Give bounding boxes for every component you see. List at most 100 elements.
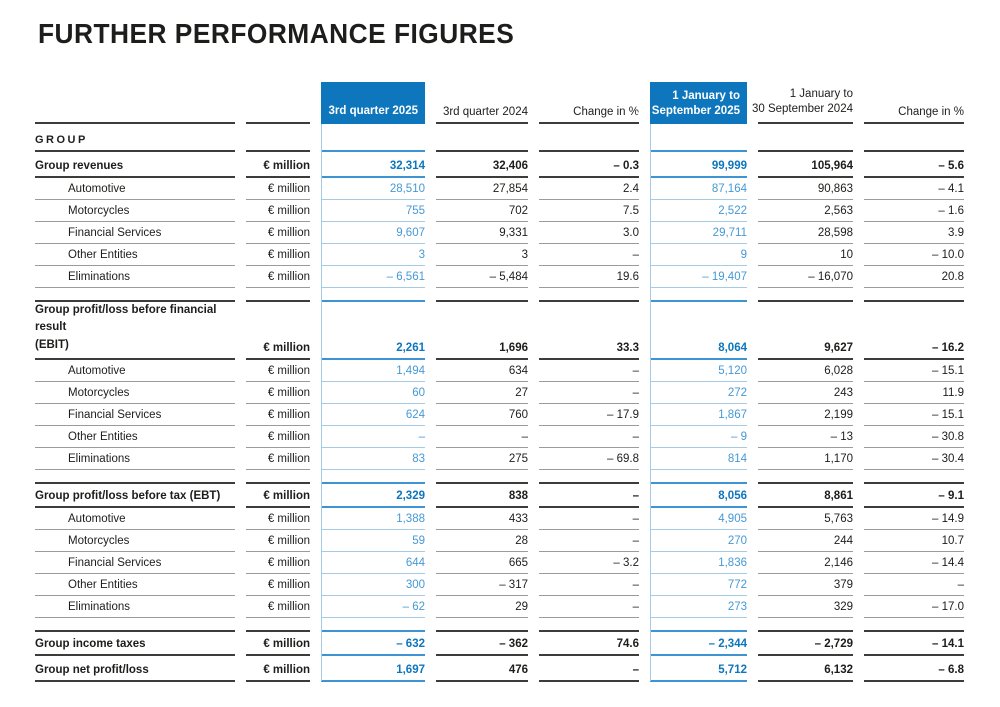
cell-value: – 16.2: [864, 300, 964, 360]
row-label: Other Entities: [35, 244, 235, 266]
header-change-q3: Change in %: [539, 82, 639, 124]
cell-value: – 14.1: [864, 629, 964, 656]
cell-value: – 6.8: [864, 656, 964, 682]
cell-value: 243: [758, 382, 853, 404]
cell-value: – 2,344: [650, 629, 747, 656]
highlight-column-divider-ytd: [650, 124, 651, 681]
row-unit: € million: [246, 530, 310, 552]
cell-value: 772: [650, 574, 747, 596]
cell-value: 60: [321, 382, 425, 404]
highlight-column-divider-q3: [321, 124, 322, 681]
cell-value: – 13: [758, 426, 853, 448]
cell-value: 755: [321, 200, 425, 222]
row-label: Financial Services: [35, 552, 235, 574]
cell-value: 7.5: [539, 200, 639, 222]
cell-value: – 2,729: [758, 629, 853, 656]
row-label: Automotive: [35, 508, 235, 530]
row-label: Eliminations: [35, 266, 235, 288]
header-q3-2024: 3rd quarter 2024: [436, 82, 528, 124]
row-label: Other Entities: [35, 574, 235, 596]
cell-value: 702: [436, 200, 528, 222]
cell-value: 29,711: [650, 222, 747, 244]
cell-value: 2,146: [758, 552, 853, 574]
cell-value: – 16,070: [758, 266, 853, 288]
cell-value: 83: [321, 448, 425, 470]
cell-value: –: [539, 360, 639, 382]
cell-value: – 317: [436, 574, 528, 596]
cell-value: 4,905: [650, 508, 747, 530]
row-unit: € million: [246, 508, 310, 530]
cell-value: 105,964: [758, 152, 853, 178]
cell-value: – 9: [650, 426, 747, 448]
row-unit: € million: [246, 222, 310, 244]
cell-value: 634: [436, 360, 528, 382]
cell-value: –: [539, 426, 639, 448]
cell-value: 59: [321, 530, 425, 552]
cell-value: 1,697: [321, 656, 425, 682]
cell-value: –: [539, 481, 639, 508]
header-ytd-2025: 1 January to 30 September 2025: [636, 82, 747, 124]
row-unit: € million: [246, 552, 310, 574]
cell-value: –: [539, 508, 639, 530]
cell-value: 2,522: [650, 200, 747, 222]
cell-value: 644: [321, 552, 425, 574]
cell-value: – 632: [321, 629, 425, 656]
cell-value: 10: [758, 244, 853, 266]
cell-value: – 15.1: [864, 360, 964, 382]
performance-table: 3rd quarter 2025 3rd quarter 2024 Change…: [35, 82, 964, 682]
cell-value: 3: [321, 244, 425, 266]
header-change-ytd: Change in %: [864, 82, 964, 124]
cell-value: – 5,484: [436, 266, 528, 288]
cell-value: 1,836: [650, 552, 747, 574]
cell-value: – 30.4: [864, 448, 964, 470]
cell-value: –: [321, 426, 425, 448]
row-label: Group profit/loss before financial resul…: [35, 300, 235, 360]
row-label: Other Entities: [35, 426, 235, 448]
cell-value: 8,861: [758, 481, 853, 508]
row-label: Group net profit/loss: [35, 656, 235, 682]
row-unit: € million: [246, 448, 310, 470]
section-spacer: [35, 618, 964, 630]
row-label: Eliminations: [35, 596, 235, 618]
cell-value: 2,563: [758, 200, 853, 222]
row-unit: € million: [246, 244, 310, 266]
cell-value: 99,999: [650, 152, 747, 178]
cell-value: 5,712: [650, 656, 747, 682]
cell-value: – 6,561: [321, 266, 425, 288]
cell-value: – 10.0: [864, 244, 964, 266]
cell-value: 329: [758, 596, 853, 618]
cell-value: 1,696: [436, 300, 528, 360]
cell-value: 90,863: [758, 178, 853, 200]
header-ytd-2024: 1 January to 30 September 2024: [752, 82, 853, 124]
row-unit: € million: [246, 382, 310, 404]
cell-value: 1,388: [321, 508, 425, 530]
cell-value: 2,329: [321, 481, 425, 508]
cell-value: – 14.9: [864, 508, 964, 530]
cell-value: 20.8: [864, 266, 964, 288]
row-unit: € million: [246, 656, 310, 682]
cell-value: –: [539, 596, 639, 618]
cell-value: – 19,407: [650, 266, 747, 288]
cell-value: 3: [436, 244, 528, 266]
row-label: Automotive: [35, 178, 235, 200]
cell-value: 1,494: [321, 360, 425, 382]
row-unit: € million: [246, 300, 310, 360]
cell-value: –: [539, 656, 639, 682]
cell-value: – 17.0: [864, 596, 964, 618]
cell-value: 28,598: [758, 222, 853, 244]
row-label: Financial Services: [35, 222, 235, 244]
cell-value: 665: [436, 552, 528, 574]
row-label: Motorcycles: [35, 382, 235, 404]
cell-value: –: [539, 574, 639, 596]
cell-value: 9,331: [436, 222, 528, 244]
cell-value: 9,607: [321, 222, 425, 244]
cell-value: 275: [436, 448, 528, 470]
cell-value: 624: [321, 404, 425, 426]
cell-value: 1,170: [758, 448, 853, 470]
row-unit: € million: [246, 629, 310, 656]
row-unit: € million: [246, 200, 310, 222]
cell-value: 3.0: [539, 222, 639, 244]
section-spacer: [35, 288, 964, 300]
cell-value: –: [864, 574, 964, 596]
cell-value: 5,763: [758, 508, 853, 530]
